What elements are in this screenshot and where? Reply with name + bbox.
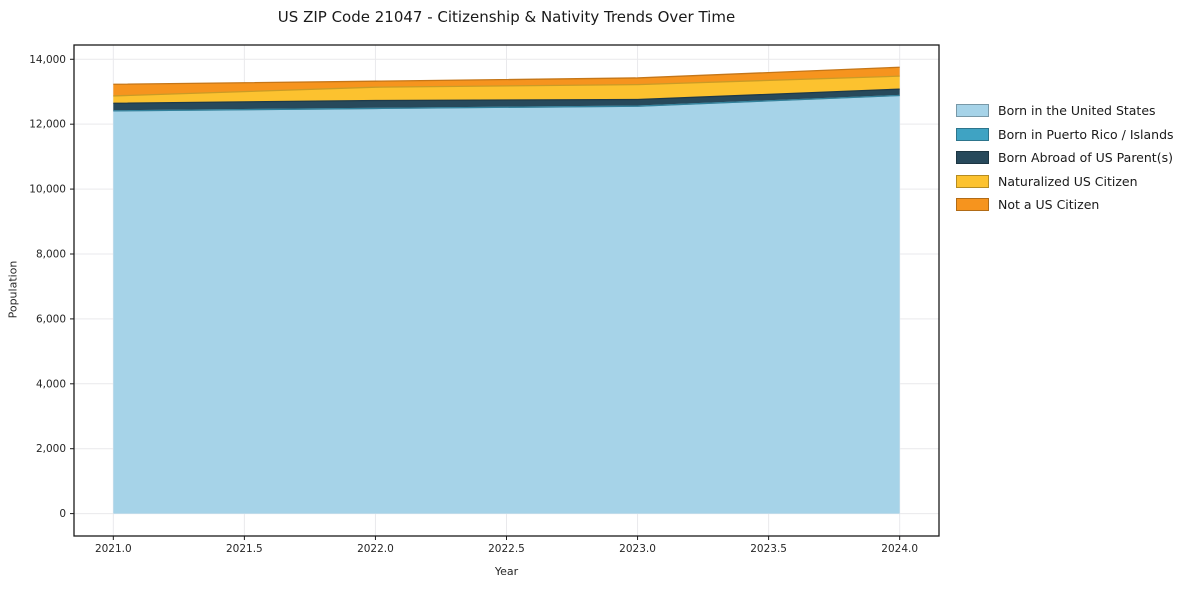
y-tick-label: 14,000 xyxy=(29,54,66,66)
x-tick-label: 2022.5 xyxy=(488,543,525,555)
x-tick-label: 2022.0 xyxy=(357,543,394,555)
y-tick-label: 10,000 xyxy=(29,184,66,196)
legend-label: Not a US Citizen xyxy=(998,197,1100,213)
legend-swatch xyxy=(956,198,989,212)
legend-swatch xyxy=(956,151,989,165)
legend-item-naturalized-us-citizen: Naturalized US Citizen xyxy=(956,170,1174,194)
y-tick-label: 6,000 xyxy=(36,313,66,325)
legend-item-not-a-us-citizen: Not a US Citizen xyxy=(956,193,1174,217)
x-axis-label: Year xyxy=(494,565,519,578)
area-edge-naturalized-us-citizen xyxy=(113,75,900,97)
y-tick-label: 12,000 xyxy=(29,119,66,131)
legend-label: Naturalized US Citizen xyxy=(998,173,1138,189)
y-tick-label: 4,000 xyxy=(36,378,66,390)
x-tick-label: 2023.5 xyxy=(750,543,787,555)
legend-item-born-in-puerto-rico-islands: Born in Puerto Rico / Islands xyxy=(956,123,1174,147)
area-born-in-the-united-states xyxy=(113,95,900,514)
legend-label: Born in the United States xyxy=(998,103,1156,119)
chart-title: US ZIP Code 21047 - Citizenship & Nativi… xyxy=(277,8,736,26)
legend-item-born-in-the-united-states: Born in the United States xyxy=(956,99,1174,123)
x-tick-label: 2021.5 xyxy=(226,543,263,555)
x-tick-label: 2021.0 xyxy=(95,543,132,555)
area-edge-born-abroad-of-us-parent-s xyxy=(113,88,900,104)
y-tick-label: 2,000 xyxy=(36,443,66,455)
x-tick-label: 2023.0 xyxy=(619,543,656,555)
legend-swatch xyxy=(956,174,989,188)
x-tick-label: 2024.0 xyxy=(881,543,918,555)
y-axis-label: Population xyxy=(6,260,20,319)
legend-label: Born in Puerto Rico / Islands xyxy=(998,126,1174,142)
area-edge-not-a-us-citizen xyxy=(113,66,900,85)
legend: Born in the United States Born in Puerto … xyxy=(956,99,1174,217)
area-edge-born-in-puerto-rico-islands xyxy=(113,94,900,112)
legend-swatch xyxy=(956,127,989,141)
y-tick-label: 8,000 xyxy=(36,248,66,260)
legend-label: Born Abroad of US Parent(s) xyxy=(998,150,1173,166)
legend-item-born-abroad-of-us-parent-s: Born Abroad of US Parent(s) xyxy=(956,146,1174,170)
legend-swatch xyxy=(956,104,989,118)
y-tick-label: 0 xyxy=(59,508,66,520)
